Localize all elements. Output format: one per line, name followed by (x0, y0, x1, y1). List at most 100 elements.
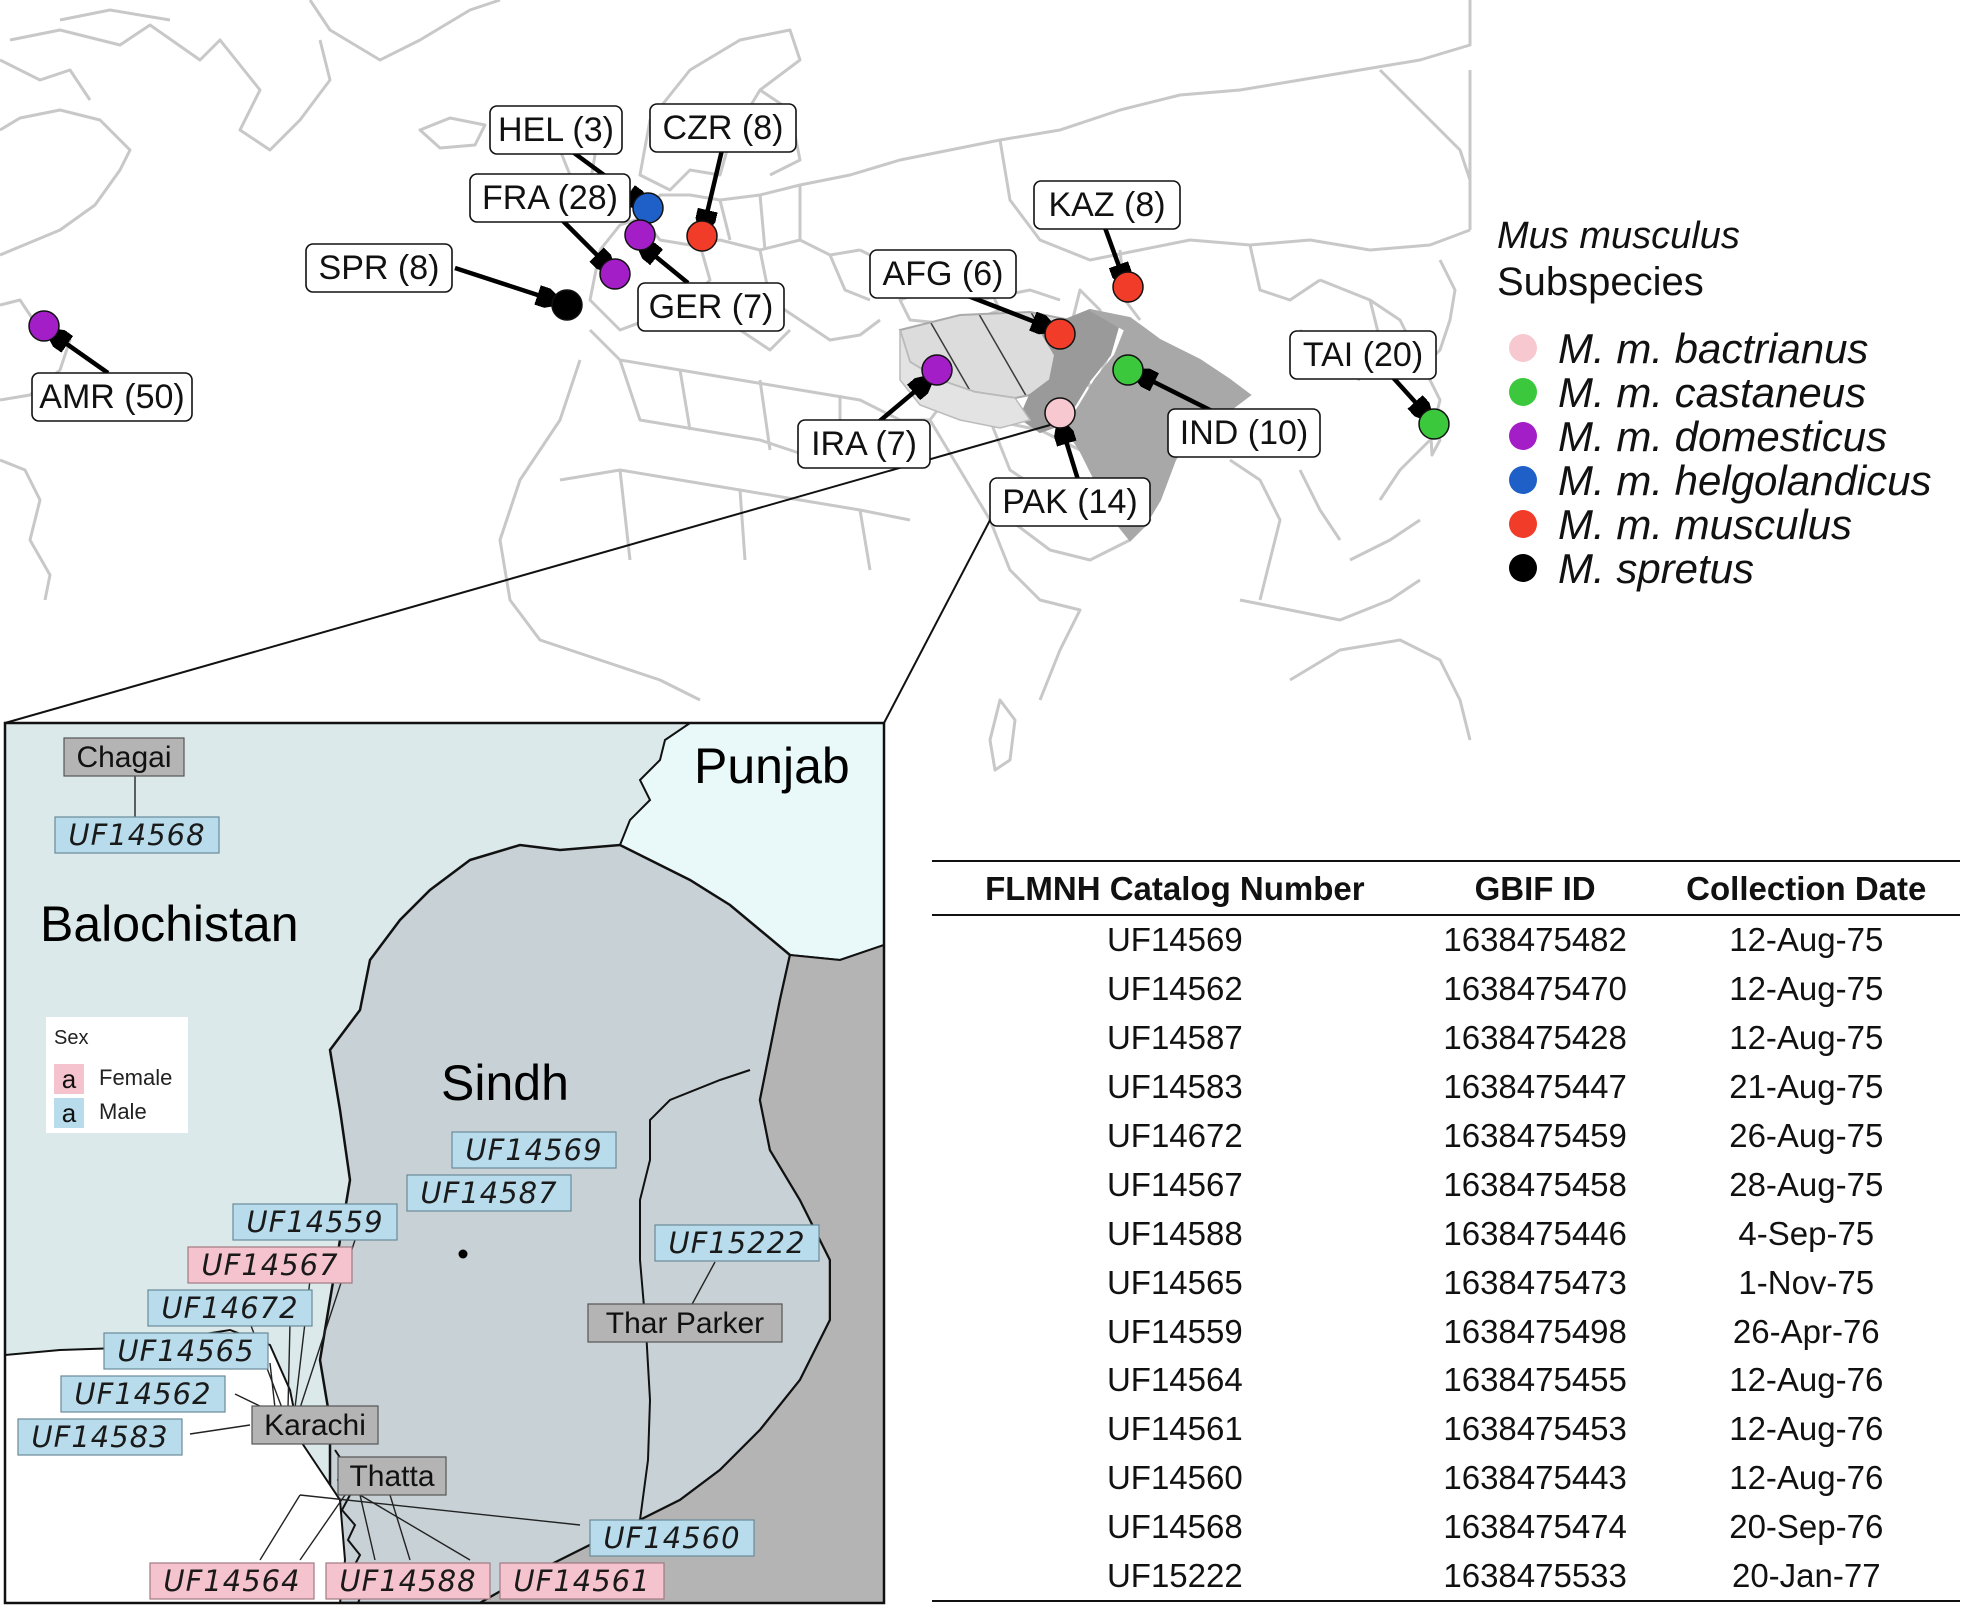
site-label-czr: CZR (8) (649, 103, 797, 153)
legend-swatch (1509, 378, 1537, 406)
cell-date: 26-Apr-76 (1732, 1312, 1880, 1350)
site-label-amr: AMR (50) (31, 372, 193, 422)
arrow-kaz (1101, 224, 1124, 280)
province-label-sindh: Sindh (441, 1055, 569, 1111)
table-row: UF14583 1638475447 21-Aug-75 (932, 1063, 1960, 1112)
legend-item: M. m. musculus (1509, 501, 1852, 548)
cell-gbif: 1638475470 (1443, 970, 1627, 1008)
sex-label-male: Male (99, 1099, 147, 1124)
sex-legend: Sex a Female a Male (46, 1017, 188, 1133)
cell-catalog: UF14565 (1106, 1263, 1243, 1301)
legend-swatch (1509, 466, 1537, 494)
arrow-czr (704, 149, 725, 226)
specimen-id: UF14562 (74, 1377, 211, 1411)
col-header-date: Collection Date (1652, 860, 1960, 916)
table-row: UF14567 1638475458 28-Aug-75 (932, 1160, 1960, 1209)
legend-title: Subspecies (1497, 260, 1704, 304)
point-pak (1044, 397, 1076, 429)
specimen-label-uf14583: UF14583 (17, 1418, 183, 1456)
sex-glyph: a (62, 1064, 77, 1094)
arrow-ind (1140, 375, 1220, 417)
district-karachi: Karachi (251, 1405, 379, 1445)
sex-glyph: a (62, 1098, 77, 1128)
table-row: UF14561 1638475453 12-Aug-76 (932, 1405, 1960, 1454)
sex-swatch-male (54, 1098, 84, 1128)
arrow-ira (873, 382, 926, 427)
district-labels: Chagai Karachi Thatta Thar Parker (63, 737, 783, 1496)
sex-legend-title: Sex (54, 1027, 88, 1049)
arrow-spr (454, 265, 553, 300)
site-label-text: TAI (20) (1303, 336, 1423, 374)
region-india-inset (477, 943, 884, 1603)
specimen-label-uf14568: UF14568 (54, 816, 220, 854)
district-label: Thar Parker (606, 1307, 764, 1340)
specimen-id: UF14564 (163, 1564, 300, 1598)
specimen-id: UF14561 (513, 1564, 650, 1598)
cell-gbif: 1638475459 (1443, 1117, 1627, 1154)
site-label-ger: GER (7) (637, 282, 785, 332)
specimen-id: UF14587 (420, 1176, 557, 1210)
cell-date: 26-Aug-75 (1729, 1117, 1884, 1154)
region-india-border (639, 1069, 751, 1521)
legend-swatch (1509, 422, 1537, 450)
cell-gbif: 1638475533 (1417, 1551, 1653, 1603)
table-header-row: FLMNH Catalog Number GBIF ID Collection … (932, 860, 1960, 916)
cell-catalog: UF14560 (1106, 1459, 1243, 1497)
table-row: UF14562 1638475470 12-Aug-75 (932, 965, 1960, 1014)
point-ger (624, 219, 656, 251)
legend-label: M. m. bactrianus (1558, 325, 1868, 372)
site-label-pak: PAK (14) (989, 477, 1151, 527)
inset-frame (3, 721, 886, 1605)
specimen-id: UF14565 (117, 1334, 254, 1368)
cell-date: 20-Jan-77 (1652, 1551, 1960, 1603)
site-label-tai: TAI (20) (1289, 330, 1437, 380)
specimen-id: UF14583 (31, 1420, 168, 1454)
cell-date: 1-Nov-75 (1738, 1263, 1875, 1301)
cell-gbif: 1638475446 (1443, 1214, 1627, 1252)
point-ind (1112, 354, 1144, 386)
arrow-ger (644, 247, 690, 285)
specimen-id: UF14567 (201, 1248, 338, 1282)
cell-catalog: UF14562 (1106, 970, 1243, 1008)
cell-catalog: UF14568 (1106, 1508, 1243, 1546)
specimen-label-uf14564: UF14564 (149, 1562, 315, 1600)
specimen-label-uf14587: UF14587 (406, 1174, 572, 1212)
inset-map: Punjab Balochistan Sindh Sex a Female a … (3, 721, 886, 1605)
cell-catalog: UF15222 (932, 1551, 1418, 1603)
cell-catalog: UF14569 (1106, 921, 1243, 959)
site-label-text: IND (10) (1180, 414, 1308, 452)
cell-catalog: UF14588 (1106, 1214, 1243, 1252)
cell-catalog: UF14564 (1106, 1361, 1243, 1399)
district-thar-parker: Thar Parker (587, 1303, 783, 1343)
sindh-point (458, 1249, 468, 1259)
cell-gbif: 1638475498 (1443, 1312, 1627, 1350)
district-thatta: Thatta (337, 1456, 447, 1496)
legend-swatch (1509, 510, 1537, 538)
cell-gbif: 1638475455 (1443, 1361, 1627, 1399)
col-header-catalog: FLMNH Catalog Number (932, 860, 1418, 916)
specimen-label-uf14560: UF14560 (589, 1519, 755, 1557)
legend-title-italic: Mus musculus (1497, 215, 1740, 257)
point-hel (632, 192, 664, 224)
site-label-text: IRA (7) (811, 425, 917, 463)
legend-item: M. m. bactrianus (1509, 325, 1868, 372)
legend-item: M. m. castaneus (1509, 369, 1866, 416)
cell-gbif: 1638475482 (1443, 921, 1627, 959)
specimen-label-uf14562: UF14562 (60, 1375, 226, 1413)
site-label-text: KAZ (8) (1048, 186, 1165, 224)
legend-swatch (1509, 554, 1537, 582)
district-label: Thatta (349, 1460, 434, 1493)
legend-swatch (1509, 334, 1537, 362)
cell-date: 12-Aug-76 (1729, 1459, 1884, 1497)
cell-date: 12-Aug-75 (1729, 970, 1884, 1008)
sex-swatch-female (54, 1064, 84, 1094)
site-label-text: AFG (6) (883, 255, 1004, 293)
specimen-id: UF14560 (603, 1521, 740, 1555)
site-label-ind: IND (10) (1167, 408, 1321, 458)
table-row: UF14565 1638475473 1-Nov-75 (932, 1258, 1960, 1307)
cell-gbif: 1638475474 (1443, 1508, 1627, 1546)
district-chagai: Chagai (63, 737, 185, 777)
specimen-label-uf14672: UF14672 (147, 1289, 313, 1327)
table-row: UF14587 1638475428 12-Aug-75 (932, 1014, 1960, 1063)
specimen-id: UF15222 (668, 1226, 805, 1260)
